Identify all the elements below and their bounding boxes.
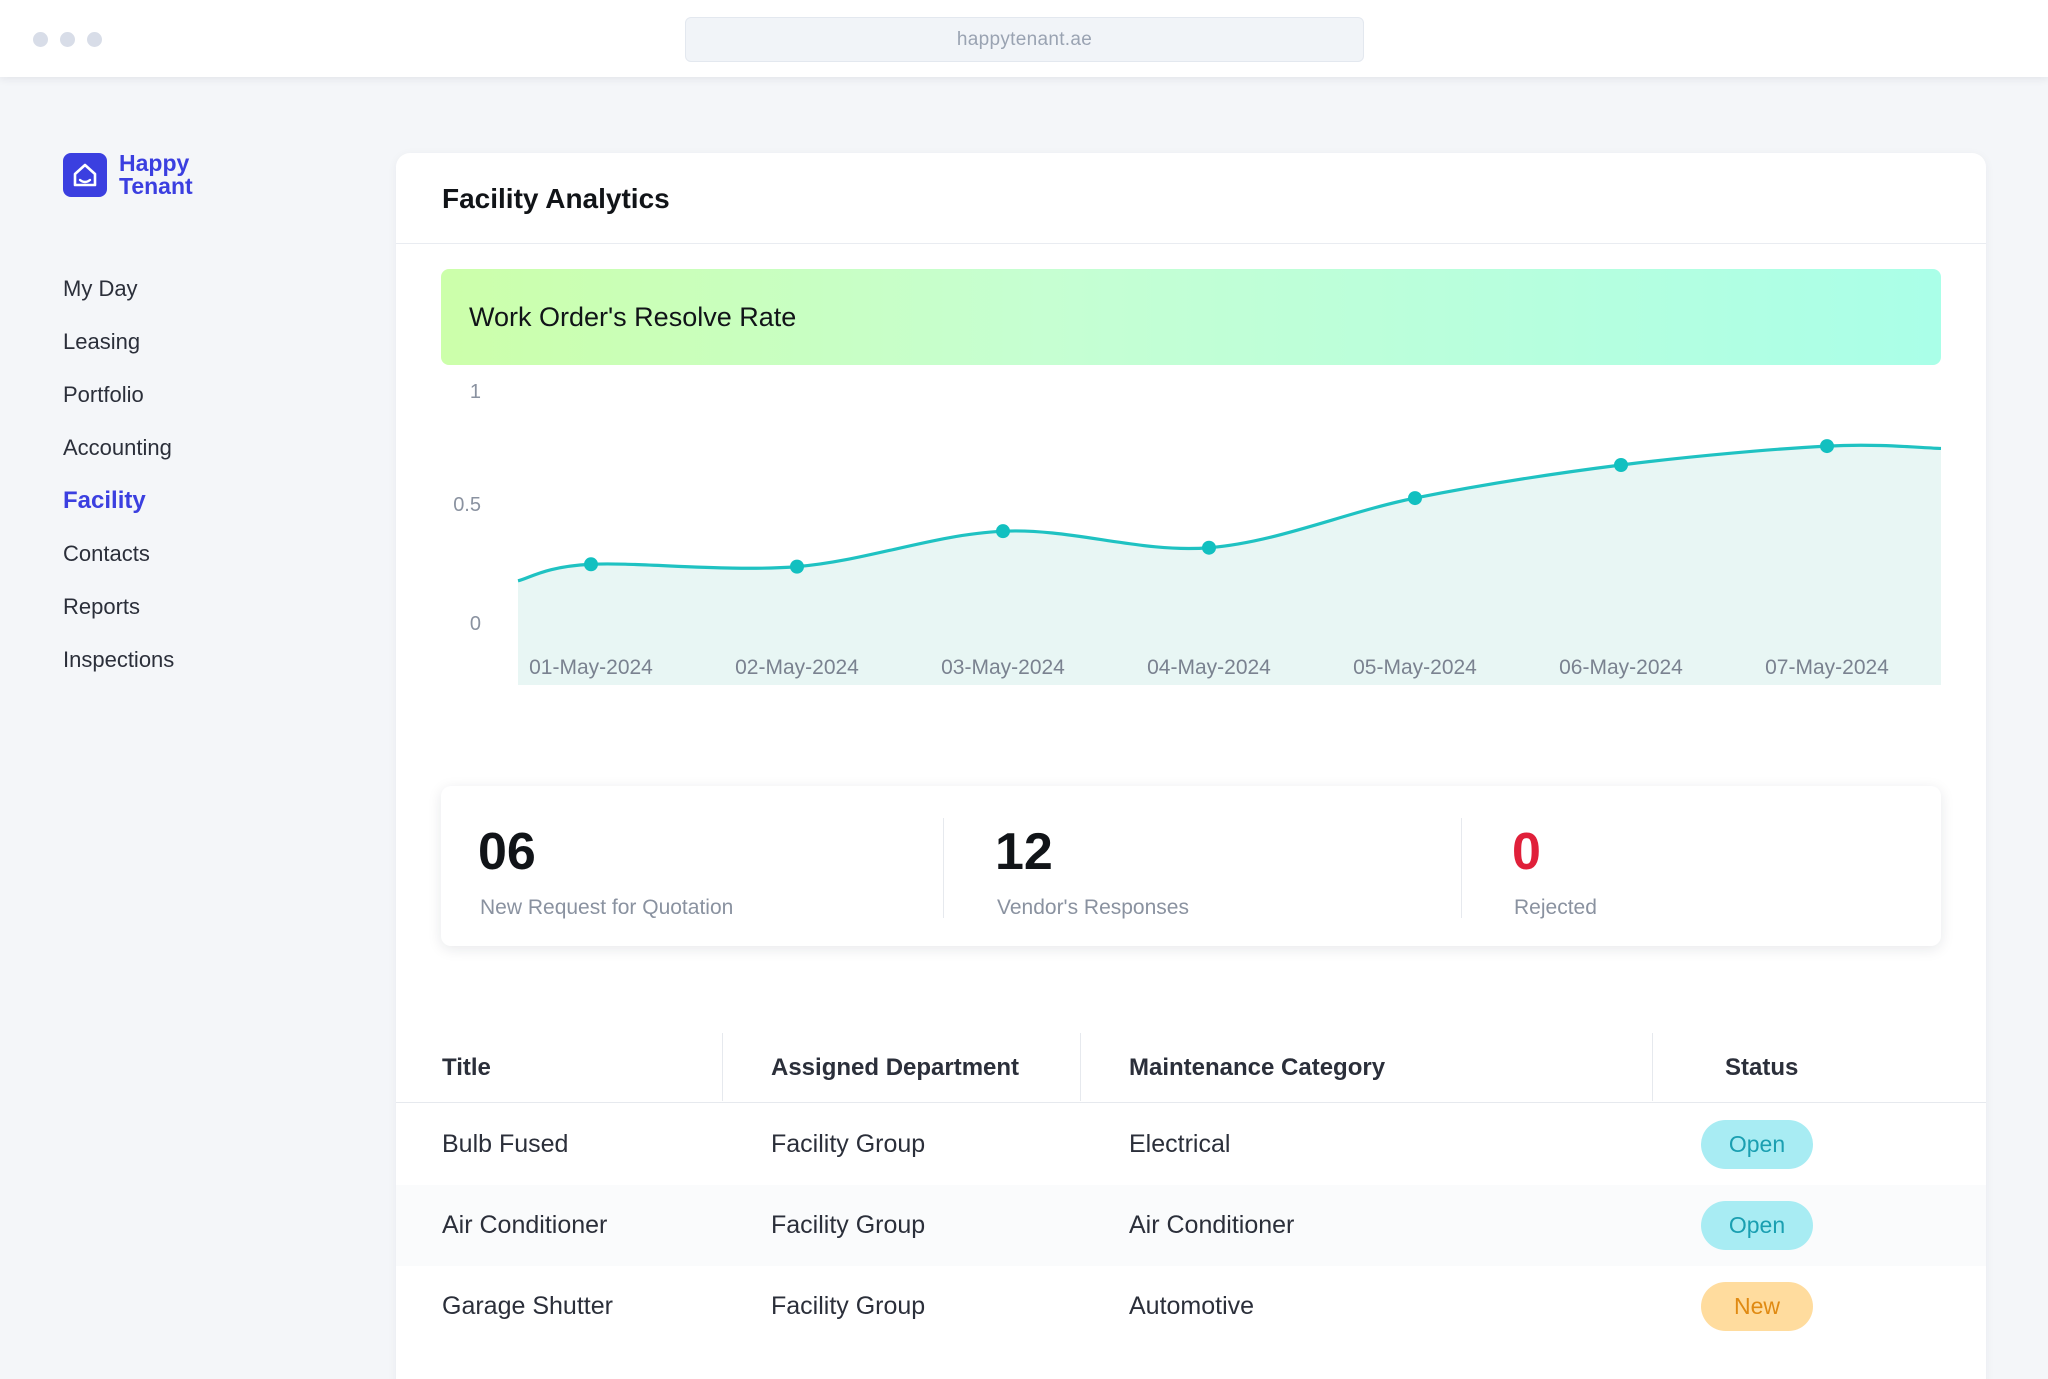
- logo-wordmark: Happy Tenant: [119, 152, 193, 198]
- resolve-rate-chart-svg: [517, 439, 1942, 685]
- column-header-category[interactable]: Maintenance Category: [1129, 1054, 1386, 1081]
- house-icon: [63, 153, 107, 197]
- column-header-department[interactable]: Assigned Department: [771, 1054, 1020, 1081]
- facility-analytics-card: Facility Analytics Work Order's Resolve …: [396, 153, 1986, 1379]
- chart-point-2[interactable]: [790, 559, 804, 574]
- column-divider: [1080, 1033, 1081, 1101]
- table-row[interactable]: Bulb Fused Facility Group Electrical Ope…: [396, 1104, 1986, 1185]
- table-row[interactable]: Air Conditioner Facility Group Air Condi…: [396, 1185, 1986, 1266]
- card-divider: [396, 243, 1986, 244]
- window-controls: [33, 32, 102, 47]
- sidebar-item-portfolio[interactable]: Portfolio: [63, 381, 144, 407]
- sidebar-item-facility[interactable]: Facility: [63, 486, 146, 514]
- y-tick-label: 1: [469, 381, 481, 403]
- status-badge: Open: [1701, 1120, 1813, 1169]
- stat-value: 12: [995, 823, 1053, 881]
- x-tick-label: 02-May-2024: [735, 656, 859, 679]
- y-tick-label: 0.5: [453, 494, 481, 516]
- x-tick-label: 01-May-2024: [529, 656, 653, 679]
- stat-divider: [1461, 818, 1462, 918]
- column-divider: [722, 1033, 723, 1101]
- stat-divider: [943, 818, 944, 918]
- chart-point-4[interactable]: [1202, 540, 1216, 555]
- maximize-window-dot[interactable]: [87, 32, 102, 47]
- cell-title: Air Conditioner: [442, 1211, 608, 1239]
- chart-point-3[interactable]: [996, 524, 1010, 539]
- stat-value: 0: [1512, 823, 1541, 881]
- minimize-window-dot[interactable]: [60, 32, 75, 47]
- table-row[interactable]: Garage Shutter Facility Group Automotive…: [396, 1266, 1986, 1347]
- chart-point-6[interactable]: [1614, 458, 1628, 472]
- stat-label: Vendor's Responses: [997, 896, 1189, 919]
- stat-label: Rejected: [1514, 896, 1597, 919]
- x-tick-label: 03-May-2024: [941, 656, 1065, 679]
- cell-department: Facility Group: [771, 1292, 926, 1320]
- app-logo[interactable]: Happy Tenant: [63, 152, 193, 198]
- sidebar-nav: My Day Leasing Portfolio Accounting Faci…: [63, 262, 174, 686]
- stat-value: 06: [478, 823, 536, 881]
- cell-category: Air Conditioner: [1129, 1211, 1295, 1239]
- sidebar-item-accounting[interactable]: Accounting: [63, 434, 172, 460]
- x-tick-label: 04-May-2024: [1147, 656, 1271, 679]
- cell-department: Facility Group: [771, 1130, 926, 1158]
- browser-chrome: happytenant.ae: [0, 0, 2048, 77]
- cell-category: Electrical: [1129, 1130, 1231, 1158]
- chart-title: Work Order's Resolve Rate: [469, 301, 797, 332]
- close-window-dot[interactable]: [33, 32, 48, 47]
- sidebar-item-contacts[interactable]: Contacts: [63, 540, 150, 566]
- resolve-rate-chart: 1 0.5 0 01-May-2024 02-May-2024 03-May-2024 04…: [441, 381, 1951, 733]
- cell-department: Facility Group: [771, 1211, 926, 1239]
- stat-label: New Request for Quotation: [480, 896, 734, 919]
- column-header-status[interactable]: Status: [1725, 1054, 1799, 1081]
- table-header: Title Assigned Department Maintenance Ca…: [396, 1033, 1986, 1103]
- sidebar-item-leasing[interactable]: Leasing: [63, 328, 141, 354]
- chart-point-5[interactable]: [1408, 491, 1422, 506]
- x-tick-label: 07-May-2024: [1765, 656, 1889, 679]
- column-header-title[interactable]: Title: [442, 1054, 491, 1081]
- x-tick-label: 05-May-2024: [1353, 656, 1477, 679]
- x-tick-label: 06-May-2024: [1559, 656, 1683, 679]
- stats-panel: 06 New Request for Quotation 12 Vendor's…: [441, 786, 1941, 946]
- cell-category: Automotive: [1129, 1292, 1255, 1320]
- column-divider: [1652, 1033, 1653, 1101]
- cell-title: Bulb Fused: [442, 1130, 569, 1158]
- chart-point-1[interactable]: [584, 557, 598, 572]
- logo-line-1: Happy: [119, 150, 190, 176]
- status-badge: New: [1701, 1282, 1813, 1331]
- chart-banner: Work Order's Resolve Rate: [441, 269, 1941, 365]
- status-badge: Open: [1701, 1201, 1813, 1250]
- sidebar-item-reports[interactable]: Reports: [63, 593, 141, 619]
- sidebar-item-my-day[interactable]: My Day: [63, 275, 138, 301]
- address-bar[interactable]: happytenant.ae: [685, 17, 1364, 62]
- cell-title: Garage Shutter: [442, 1292, 613, 1320]
- chart-point-7[interactable]: [1820, 439, 1834, 454]
- page-title: Facility Analytics: [442, 183, 670, 214]
- y-tick-label: 0: [469, 613, 481, 635]
- chart-area-fill: [518, 445, 1941, 685]
- sidebar-item-inspections[interactable]: Inspections: [63, 646, 175, 672]
- logo-line-2: Tenant: [119, 173, 193, 199]
